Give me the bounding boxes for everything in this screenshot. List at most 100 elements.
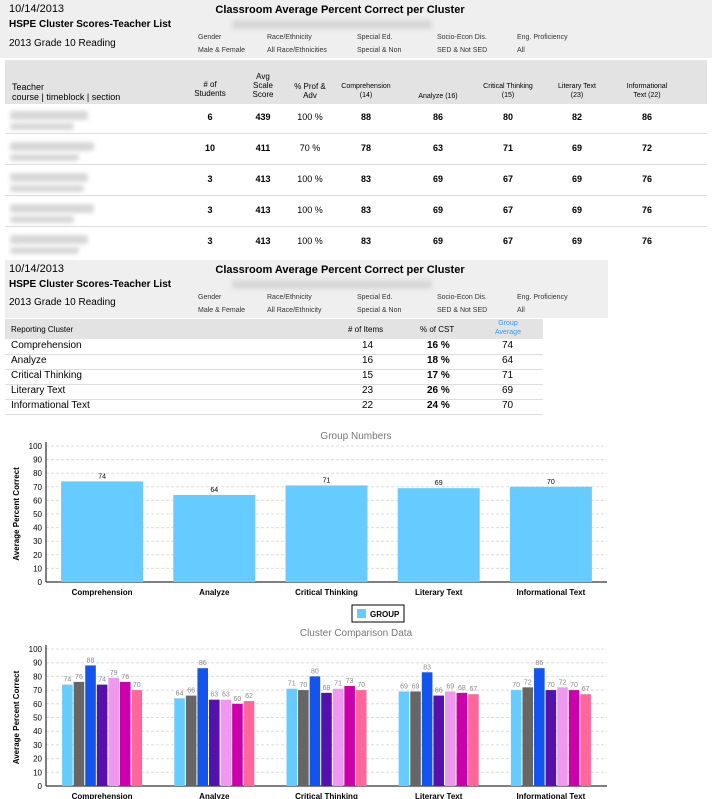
cell-informational: 76 — [614, 205, 680, 215]
y-tick-label: 70 — [33, 483, 42, 492]
x-tick-label: Analyze — [199, 588, 230, 597]
bar — [422, 672, 433, 786]
cell-analyze: 69 — [406, 174, 470, 184]
bar-data-label: 70 — [357, 682, 365, 689]
redacted-teacher-name — [10, 173, 88, 182]
redacted-course-info — [10, 247, 79, 254]
filter-eng-label: Eng. Proficiency — [517, 34, 568, 41]
col-students-line1: # of — [190, 80, 230, 89]
x-tick-label: Critical Thinking — [295, 588, 358, 597]
bar-data-label: 70 — [299, 682, 307, 689]
cell-analyze: 69 — [406, 236, 470, 246]
bar — [457, 693, 468, 786]
col-literary-line1: Literary Text — [546, 82, 608, 91]
col-analyze: Analyze (16) — [406, 92, 470, 101]
redacted-school-name — [232, 20, 432, 29]
cluster-cell-items: 23 — [362, 385, 373, 396]
y-tick-label: 50 — [33, 510, 42, 519]
legend-label: GROUP — [370, 610, 400, 619]
col-students-line2: Students — [190, 89, 230, 98]
col-comprehension: Comprehension (14) — [334, 82, 398, 100]
cluster-row-divider — [5, 414, 543, 415]
cell-comp: 78 — [334, 143, 398, 153]
col-info-line1: Informational — [614, 82, 680, 91]
legend-swatch — [357, 609, 366, 618]
bar — [108, 678, 119, 786]
bar — [132, 690, 143, 786]
bar-data-label: 66 — [187, 688, 195, 695]
col-literary-line2: (23) — [546, 91, 608, 100]
filter-gender-label: Gender — [198, 34, 221, 41]
y-tick-label: 40 — [33, 727, 42, 736]
cluster-cell-avg: 71 — [502, 370, 513, 381]
cell-prof: 100 % — [286, 205, 334, 215]
y-tick-label: 0 — [38, 782, 43, 791]
bar-data-label: 70 — [547, 479, 555, 486]
bar-data-label: 69 — [400, 683, 408, 690]
cell-comp: 83 — [334, 205, 398, 215]
cell-scale: 413 — [243, 174, 283, 184]
filter-gender-value: Male & Female — [198, 47, 245, 54]
cell-scale: 413 — [243, 236, 283, 246]
col-info-line2: Text (22) — [614, 91, 680, 100]
report-date: 10/14/2013 — [9, 3, 64, 15]
filter2-eng-label: Eng. Proficiency — [517, 294, 568, 301]
col-students: # of Students — [190, 80, 230, 98]
cell-informational: 72 — [614, 143, 680, 153]
col-critical-line1: Critical Thinking — [472, 82, 544, 91]
cluster-table-header — [5, 319, 543, 339]
cell-prof: 100 % — [286, 174, 334, 184]
group-numbers-chart: 0102030405060708090100Average Percent Co… — [0, 440, 712, 630]
bar — [546, 690, 557, 786]
cluster-cell-cst: 18 % — [427, 355, 450, 366]
cell-analyze: 63 — [406, 143, 470, 153]
x-tick-label: Critical Thinking — [295, 792, 358, 799]
bar-data-label: 63 — [222, 692, 230, 699]
cell-critical: 80 — [472, 112, 544, 122]
cluster-cell-name: Comprehension — [11, 340, 82, 351]
bar-data-label: 62 — [245, 693, 253, 700]
bar — [333, 689, 344, 786]
y-axis-label: Average Percent Correct — [12, 670, 21, 764]
row-divider — [5, 226, 707, 227]
cluster-col-group-line2: Average — [486, 328, 530, 337]
bar — [221, 700, 232, 786]
col-prof: % Prof & Adv — [286, 82, 334, 100]
col-prof-line2: Adv — [286, 91, 334, 100]
col-informational: Informational Text (22) — [614, 82, 680, 100]
col-critical-line2: (15) — [472, 91, 544, 100]
col-scale-line2: Scale — [243, 81, 283, 90]
col-scale-line3: Score — [243, 90, 283, 99]
report-title-2: Classroom Average Percent Correct per Cl… — [190, 264, 490, 276]
cluster-row-divider — [5, 354, 543, 355]
cluster-col-items: # of Items — [348, 325, 383, 334]
filter2-sed-label: Socio-Econ Dis. — [437, 294, 487, 301]
col-critical: Critical Thinking (15) — [472, 82, 544, 100]
cell-critical: 67 — [472, 205, 544, 215]
filter2-specialed-label: Special Ed. — [357, 294, 392, 301]
y-tick-label: 10 — [33, 564, 42, 573]
bar — [534, 668, 545, 786]
filter2-race-label: Race/Ethnicity — [267, 294, 312, 301]
bar-data-label: 74 — [98, 677, 106, 684]
filter-race-value: All Race/Ethnicities — [267, 47, 327, 54]
cell-scale: 411 — [243, 143, 283, 153]
bar-data-label: 86 — [535, 660, 543, 667]
col-comp-line1: Comprehension — [334, 82, 398, 91]
cell-students: 6 — [190, 112, 230, 122]
bar — [321, 693, 332, 786]
cell-informational: 76 — [614, 174, 680, 184]
bar — [580, 694, 591, 786]
chart2-title: Cluster Comparison Data — [0, 628, 712, 639]
bar — [62, 685, 73, 786]
y-tick-label: 100 — [29, 442, 43, 451]
cell-prof: 100 % — [286, 112, 334, 122]
x-tick-label: Informational Text — [517, 588, 586, 597]
bar — [410, 691, 421, 786]
bar — [85, 665, 96, 786]
bar — [468, 694, 479, 786]
y-tick-label: 20 — [33, 755, 42, 764]
bar-data-label: 69 — [435, 480, 443, 487]
y-tick-label: 40 — [33, 524, 42, 533]
y-axis-label: Average Percent Correct — [12, 467, 21, 561]
